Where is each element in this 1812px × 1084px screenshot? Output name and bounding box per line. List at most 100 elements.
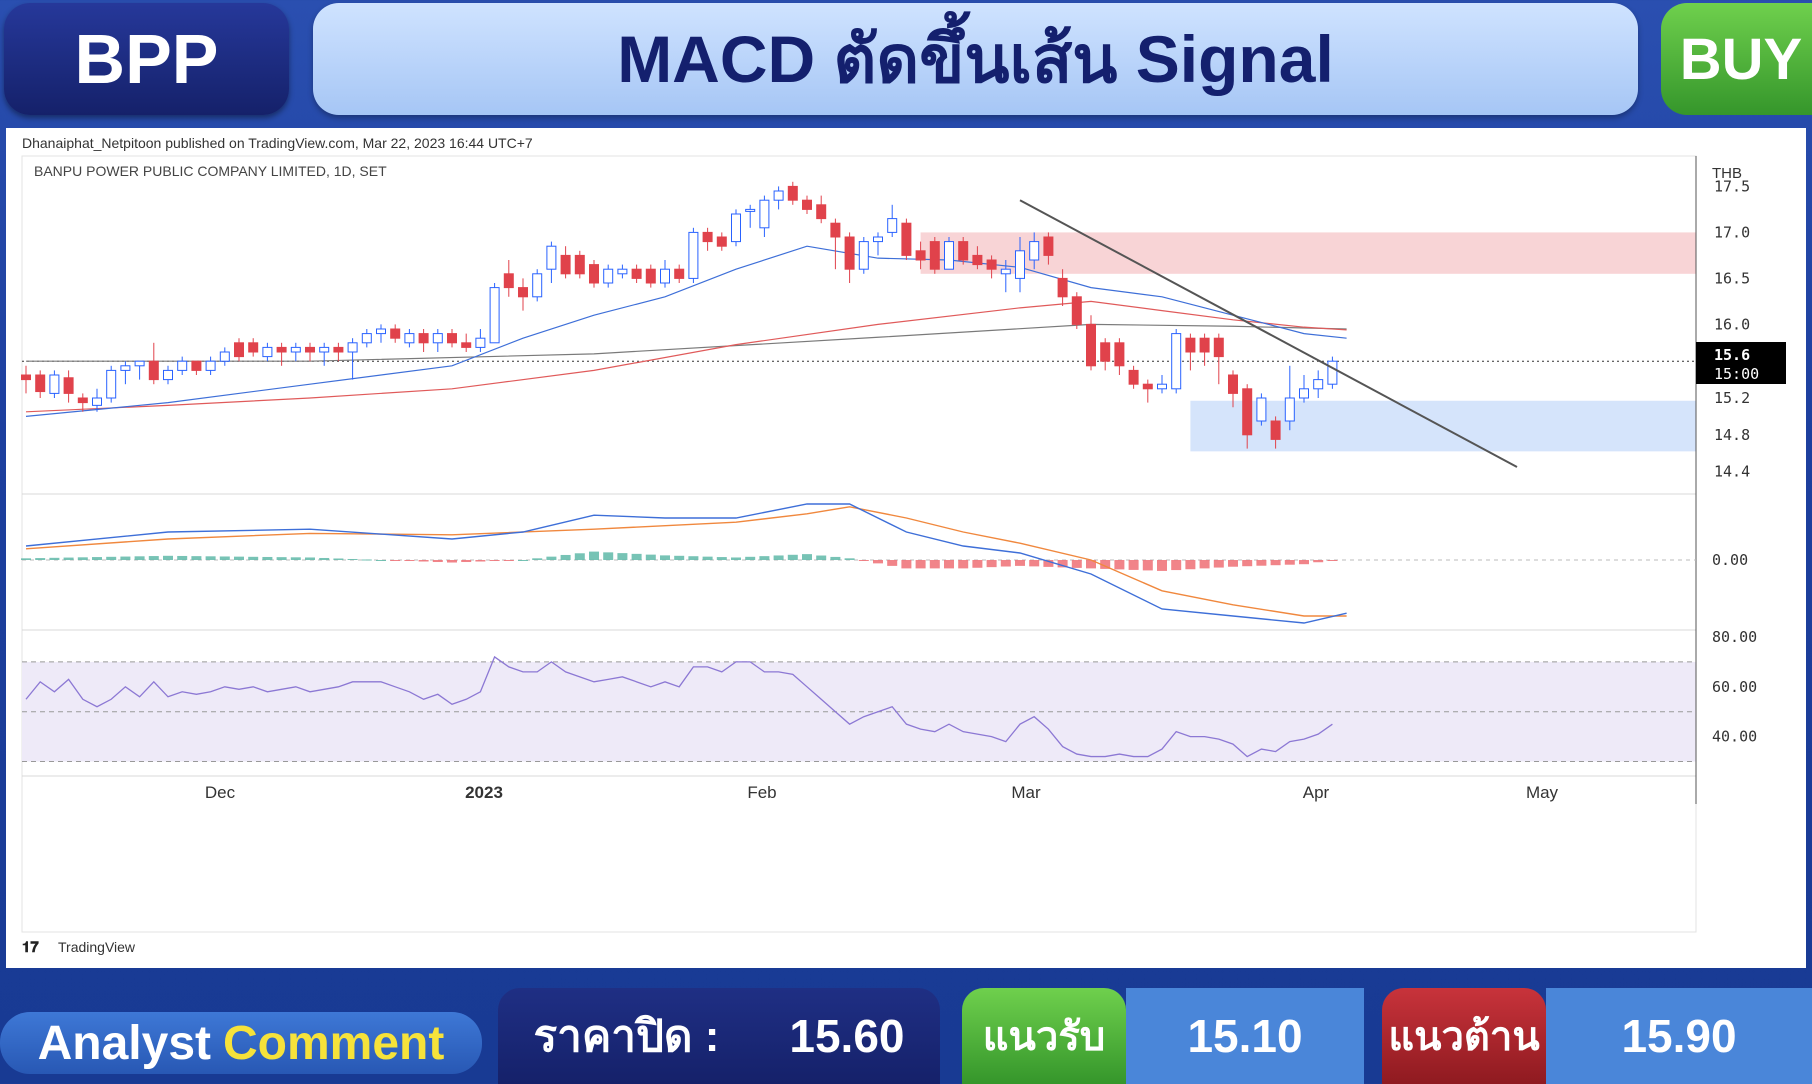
- support-value: 15.10: [1187, 1010, 1303, 1062]
- candle: [1313, 379, 1324, 390]
- macd-histogram-bar: [347, 558, 358, 560]
- candle: [1157, 383, 1167, 390]
- candle: [1071, 296, 1082, 325]
- candle: [560, 254, 571, 275]
- candle: [49, 374, 60, 394]
- candle: [305, 346, 315, 353]
- candle: [376, 328, 386, 335]
- candle: [532, 273, 543, 298]
- candle: [901, 222, 912, 256]
- macd-histogram-bar: [745, 556, 756, 560]
- resistance-label: แนวต้าน: [1388, 1015, 1540, 1059]
- currency-label: THB: [1712, 165, 1742, 182]
- candle: [1057, 277, 1068, 298]
- price-chart: 17.5 17.0 16.5 16.0 15.2 14.8 14.4 0.00 80.00 60.…: [21, 135, 1786, 956]
- candle: [1185, 337, 1196, 353]
- macd-histogram-bar: [944, 560, 954, 569]
- candle: [1270, 420, 1281, 440]
- macd-histogram-bar: [1199, 560, 1210, 569]
- macd-histogram-bar: [92, 557, 102, 560]
- macd-histogram-bar: [376, 560, 386, 561]
- macd-histogram-bar: [1327, 560, 1338, 561]
- macd-histogram-bar: [489, 560, 500, 562]
- macd-histogram-bar: [716, 557, 727, 560]
- candle: [404, 333, 415, 344]
- macd-histogram-bar: [802, 554, 812, 560]
- candle: [574, 254, 585, 275]
- candle: [702, 231, 713, 243]
- price-tick-label: 15.2: [1714, 389, 1750, 407]
- candle: [830, 222, 841, 238]
- macd-histogram-bar: [1128, 560, 1139, 570]
- macd-histogram-bar: [731, 557, 741, 560]
- macd-histogram-bar: [1057, 560, 1068, 568]
- macd-histogram-bar: [574, 553, 585, 560]
- candle: [986, 259, 997, 270]
- headline-text: MACD ตัดขึ้นเส้น Signal: [617, 21, 1334, 96]
- candle: [1043, 236, 1054, 256]
- candle: [432, 333, 443, 344]
- candle: [1029, 241, 1040, 261]
- candle: [21, 374, 31, 381]
- macd-histogram-bar: [1256, 560, 1267, 566]
- candle: [915, 250, 926, 261]
- macd-histogram-bar: [1213, 560, 1224, 568]
- macd-histogram-bar: [546, 556, 557, 560]
- close-price-box: ราคาปิด : 15.60: [498, 988, 940, 1084]
- candle: [603, 268, 614, 284]
- candle: [816, 204, 827, 220]
- candle: [858, 241, 869, 270]
- candle: [333, 346, 344, 353]
- macd-histogram-bar: [134, 556, 145, 560]
- price-tick-label: 14.8: [1714, 426, 1750, 444]
- candle: [787, 185, 798, 201]
- macd-histogram-bar: [305, 557, 315, 560]
- time-tick-label: Feb: [747, 783, 776, 802]
- comment-word: Comment: [223, 1016, 445, 1070]
- candle: [1228, 374, 1238, 394]
- candle: [177, 360, 188, 371]
- candle: [418, 333, 429, 344]
- resistance-label-box: แนวต้าน: [1382, 988, 1546, 1084]
- candle: [1086, 323, 1096, 367]
- candle: [1142, 383, 1153, 390]
- ticker-badge: BPP: [4, 3, 289, 115]
- last-price-tag: [1696, 342, 1786, 384]
- candle: [191, 360, 202, 371]
- candle: [873, 236, 883, 243]
- macd-histogram-bar: [1071, 560, 1082, 568]
- candle: [631, 268, 642, 279]
- candle: [972, 254, 983, 266]
- macd-histogram-bar: [759, 556, 770, 560]
- macd-histogram-bar: [248, 556, 259, 560]
- macd-histogram-bar: [830, 556, 841, 560]
- macd-histogram-bar: [234, 556, 244, 560]
- ticker-symbol: BPP: [74, 20, 219, 98]
- macd-histogram-bar: [1029, 560, 1040, 567]
- price-tick-label: 16.0: [1714, 315, 1750, 333]
- candle: [617, 268, 628, 275]
- candle: [1128, 369, 1139, 385]
- macd-histogram-bar: [205, 556, 216, 560]
- macd-histogram-bar: [1228, 560, 1238, 567]
- candle: [674, 268, 685, 279]
- macd-histogram-bar: [1299, 560, 1309, 565]
- macd-histogram-bar: [163, 555, 173, 560]
- macd-histogram-bar: [404, 560, 415, 562]
- candle: [447, 333, 457, 344]
- down-trendline: [1019, 199, 1518, 468]
- macd-histogram-bar: [589, 551, 599, 560]
- macd-histogram-bar: [787, 554, 798, 560]
- candle: [92, 397, 102, 406]
- macd-histogram-bar: [1000, 560, 1011, 567]
- candle: [120, 365, 131, 371]
- candle: [929, 241, 940, 270]
- macd-histogram-bar: [1043, 560, 1054, 567]
- macd-histogram-bar: [631, 553, 642, 560]
- macd-histogram-bar: [191, 556, 202, 560]
- macd-histogram-bar: [63, 557, 74, 560]
- candle: [35, 374, 46, 393]
- macd-histogram-bar: [1242, 560, 1253, 567]
- rsi-tick-label: 80.00: [1712, 628, 1757, 646]
- ma-fast-line: [25, 245, 1347, 417]
